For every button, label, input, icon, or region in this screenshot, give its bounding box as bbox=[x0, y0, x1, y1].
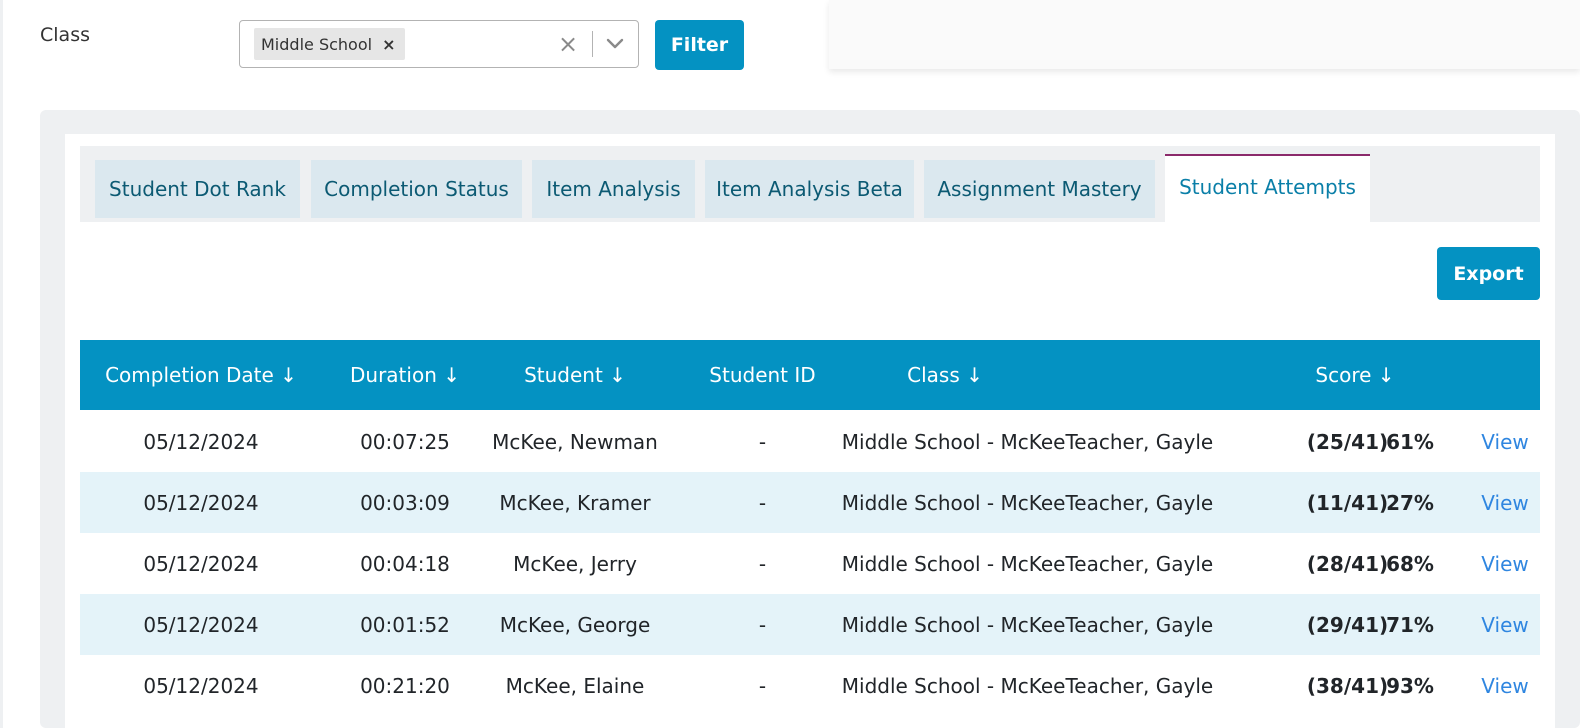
class-cell: Middle School - McKeeTeacher, Gayle bbox=[841, 673, 1214, 698]
score-fraction-cell: (11/41) bbox=[1306, 490, 1389, 515]
table-row: 05/12/2024 00:01:52 McKee, George - Midd… bbox=[80, 594, 1540, 655]
chip-label: Middle School bbox=[261, 34, 373, 54]
top-summary-panel bbox=[829, 0, 1580, 69]
table-row: 05/12/2024 00:21:20 McKee, Elaine - Midd… bbox=[80, 655, 1540, 716]
class-cell: Middle School - McKeeTeacher, Gayle bbox=[841, 551, 1214, 576]
export-button[interactable]: Export bbox=[1437, 247, 1540, 300]
view-attempt-link[interactable]: View bbox=[1481, 429, 1529, 454]
class-cell: Middle School - McKeeTeacher, Gayle bbox=[841, 429, 1214, 454]
score-fraction-cell: (25/41) bbox=[1306, 429, 1389, 454]
completion-date-cell: 05/12/2024 bbox=[143, 490, 259, 515]
column-header-student[interactable]: Student ↓ bbox=[524, 363, 626, 387]
student-cell: McKee, Kramer bbox=[499, 490, 651, 515]
score-percent-cell: 27% bbox=[1386, 490, 1434, 515]
column-header-score[interactable]: Score ↓ bbox=[1315, 363, 1395, 387]
score-fraction-cell: (29/41) bbox=[1306, 612, 1389, 637]
column-header-duration[interactable]: Duration ↓ bbox=[350, 363, 460, 387]
score-percent-cell: 71% bbox=[1386, 612, 1434, 637]
score-percent-cell: 93% bbox=[1386, 673, 1434, 698]
student-id-cell: - bbox=[758, 551, 767, 576]
score-percent-cell: 61% bbox=[1386, 429, 1434, 454]
tab-item-analysis-beta[interactable]: Item Analysis Beta bbox=[705, 160, 914, 218]
column-header-student-id: Student ID bbox=[709, 363, 816, 387]
score-fraction-cell: (38/41) bbox=[1306, 673, 1389, 698]
duration-cell: 00:07:25 bbox=[360, 429, 450, 454]
student-id-cell: - bbox=[758, 429, 767, 454]
class-cell: Middle School - McKeeTeacher, Gayle bbox=[841, 490, 1214, 515]
student-cell: McKee, Elaine bbox=[505, 673, 645, 698]
tab-student-dot-rank[interactable]: Student Dot Rank bbox=[95, 160, 300, 218]
student-id-cell: - bbox=[758, 673, 767, 698]
view-attempt-link[interactable]: View bbox=[1481, 490, 1529, 515]
chip-remove-icon[interactable]: × bbox=[382, 34, 396, 54]
completion-date-cell: 05/12/2024 bbox=[143, 673, 259, 698]
student-cell: McKee, Newman bbox=[492, 429, 658, 454]
student-cell: McKee, Jerry bbox=[513, 551, 637, 576]
clear-selection-icon[interactable]: × bbox=[557, 30, 579, 58]
table-header: Completion Date ↓ Duration ↓ Student ↓ S… bbox=[80, 340, 1540, 410]
table-row: 05/12/2024 00:04:18 McKee, Jerry - Middl… bbox=[80, 533, 1540, 594]
column-header-class[interactable]: Class ↓ bbox=[907, 363, 983, 387]
duration-cell: 00:21:20 bbox=[360, 673, 450, 698]
student-cell: McKee, George bbox=[499, 612, 651, 637]
tab-student-attempts[interactable]: Student Attempts bbox=[1165, 154, 1370, 222]
duration-cell: 00:04:18 bbox=[360, 551, 450, 576]
select-separator bbox=[592, 31, 593, 57]
duration-cell: 00:03:09 bbox=[360, 490, 450, 515]
class-filter-label: Class bbox=[40, 24, 90, 46]
column-header-completion-date[interactable]: Completion Date ↓ bbox=[105, 363, 297, 387]
student-id-cell: - bbox=[758, 490, 767, 515]
page-left-border bbox=[0, 0, 3, 728]
selected-class-chip: Middle School × bbox=[254, 28, 406, 60]
tab-assignment-mastery[interactable]: Assignment Mastery bbox=[924, 160, 1155, 218]
score-fraction-cell: (28/41) bbox=[1306, 551, 1389, 576]
completion-date-cell: 05/12/2024 bbox=[143, 429, 259, 454]
completion-date-cell: 05/12/2024 bbox=[143, 551, 259, 576]
table-row: 05/12/2024 00:07:25 McKee, Newman - Midd… bbox=[80, 411, 1540, 472]
class-cell: Middle School - McKeeTeacher, Gayle bbox=[841, 612, 1214, 637]
duration-cell: 00:01:52 bbox=[360, 612, 450, 637]
score-percent-cell: 68% bbox=[1386, 551, 1434, 576]
chevron-down-icon[interactable] bbox=[602, 31, 628, 57]
tab-completion-status[interactable]: Completion Status bbox=[311, 160, 522, 218]
completion-date-cell: 05/12/2024 bbox=[143, 612, 259, 637]
view-attempt-link[interactable]: View bbox=[1481, 551, 1529, 576]
tab-item-analysis[interactable]: Item Analysis bbox=[532, 160, 695, 218]
class-select[interactable]: Middle School × × bbox=[239, 20, 639, 68]
view-attempt-link[interactable]: View bbox=[1481, 612, 1529, 637]
filter-button[interactable]: Filter bbox=[655, 20, 744, 70]
view-attempt-link[interactable]: View bbox=[1481, 673, 1529, 698]
table-row: 05/12/2024 00:03:09 McKee, Kramer - Midd… bbox=[80, 472, 1540, 533]
student-id-cell: - bbox=[758, 612, 767, 637]
